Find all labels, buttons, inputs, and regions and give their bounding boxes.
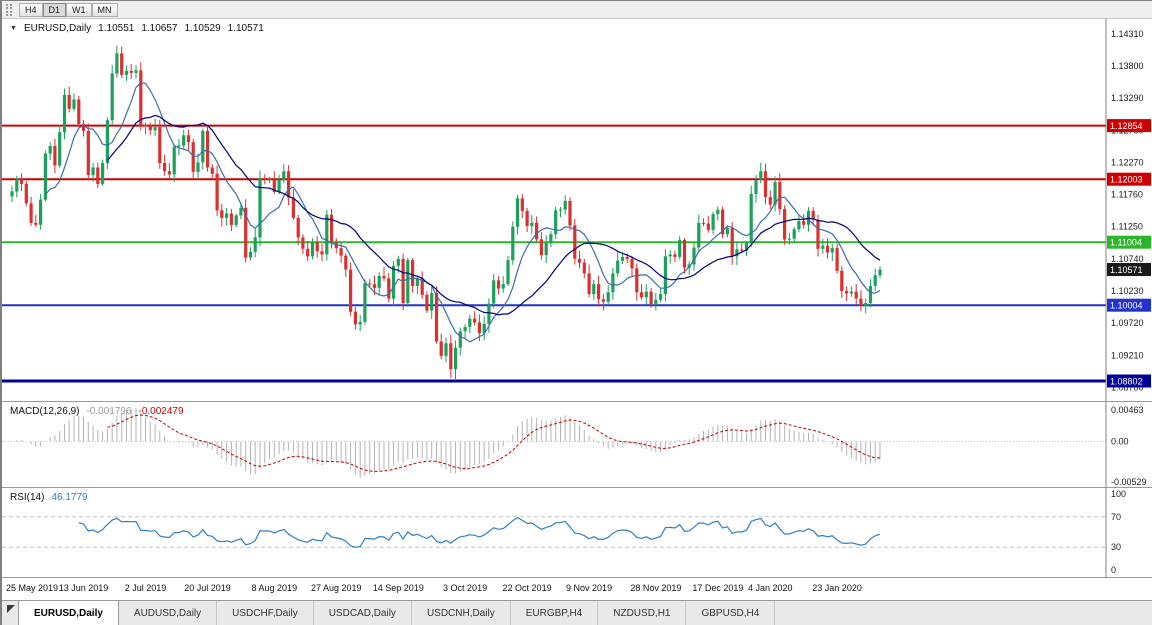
rsi-chart[interactable]: 100 70 30 0 [2,488,1152,577]
rsi-panel: 100 70 30 0 RSI(14) 46.1779 [2,487,1152,577]
price-axis-ticks[interactable]: 1.143101.138001.132901.127801.122701.117… [1111,29,1144,393]
date-label: 17 Dec 2019 [692,583,744,593]
date-label: 28 Nov 2019 [630,583,682,593]
time-axis[interactable]: 25 May 2019 13 Jun 2019 2 Jul 2019 20 Jul 2… [2,577,1152,600]
svg-text:0.00463: 0.00463 [1111,405,1144,415]
svg-text:1.11250: 1.11250 [1111,222,1143,232]
date-label: 4 Jan 2020 [748,583,793,593]
macd-chart[interactable]: 0.00463 0.00 -0.00529 [2,402,1152,487]
timeframe-button-w1[interactable]: W1 [66,2,92,17]
svg-text:0: 0 [1111,565,1116,575]
svg-text:100: 100 [1111,489,1126,499]
chart-tab-gbpusd[interactable]: GBPUSD,H4 [686,601,776,625]
svg-text:1.09720: 1.09720 [1111,318,1144,328]
timeframe-toolbar: H4 D1 W1 MN [2,1,1152,19]
date-label: 23 Jan 2020 [812,583,862,593]
date-label: 20 Jul 2019 [184,583,231,593]
svg-text:1.12003: 1.12003 [1110,175,1143,185]
svg-text:1.10740: 1.10740 [1111,254,1144,264]
rsi-axis-ticks[interactable]: 100 70 30 0 [1111,489,1126,575]
date-label: 14 Sep 2019 [372,583,424,593]
date-label: 13 Jun 2019 [58,583,109,593]
svg-text:1.14310: 1.14310 [1111,29,1144,39]
rsi-line [78,516,881,548]
toolbar-grip-icon[interactable] [6,3,12,16]
chart-tabbar: EURUSD,Daily AUDUSD,Daily USDCHF,Daily USDC… [2,600,1152,625]
price-axis-tags: 1.12854 1.12003 1.11004 1.10004 1.08802 1.105… [1107,119,1151,388]
tab-list-icon[interactable] [7,605,15,613]
macd-signal-line [107,414,881,472]
svg-text:1.08802: 1.08802 [1110,377,1143,387]
svg-text:-0.00529: -0.00529 [1111,477,1147,487]
horizontal-level-lines[interactable] [2,124,1106,383]
chart-tab-usdcad[interactable]: USDCAD,Daily [314,601,412,625]
macd-histogram [16,408,881,478]
chart-tab-audusd[interactable]: AUDUSD,Daily [119,601,218,625]
timeframe-button-h4[interactable]: H4 [19,2,43,17]
macd-axis-ticks[interactable]: 0.00463 0.00 -0.00529 [1111,405,1147,487]
svg-text:1.11004: 1.11004 [1110,238,1142,248]
date-label: 25 May 2019 [5,583,59,593]
price-chart-panel: 1.143101.138001.132901.127801.122701.117… [2,19,1152,401]
svg-text:1.12270: 1.12270 [1111,157,1144,167]
svg-text:1.13800: 1.13800 [1111,61,1144,71]
timeframe-button-mn[interactable]: MN [91,2,118,17]
svg-text:0.00: 0.00 [1111,436,1129,446]
rsi-level-lines [2,516,1106,548]
date-label: 8 Aug 2019 [251,583,298,593]
ma-21-line [106,114,881,316]
ma-8-line [44,82,881,343]
timeframe-button-d1[interactable]: D1 [42,2,67,17]
svg-text:1.10230: 1.10230 [1111,286,1144,296]
date-label: 22 Oct 2019 [502,583,552,593]
chart-tabs: EURUSD,Daily AUDUSD,Daily USDCHF,Daily USDC… [18,601,776,625]
date-label: 2 Jul 2019 [124,583,167,593]
svg-text:1.09210: 1.09210 [1111,350,1144,360]
price-chart[interactable]: 1.143101.138001.132901.127801.122701.117… [2,19,1152,401]
chart-tab-eurgbp[interactable]: EURGBP,H4 [511,601,599,625]
svg-text:1.10571: 1.10571 [1110,265,1143,275]
svg-text:1.13290: 1.13290 [1111,93,1144,103]
moving-average-lines [44,82,881,343]
chart-tab-eurusd[interactable]: EURUSD,Daily [18,601,119,625]
timeframe-buttons: H4 D1 W1 MN [19,2,118,17]
chart-tab-nzdusd[interactable]: NZDUSD,H1 [598,601,687,625]
svg-text:1.11760: 1.11760 [1111,190,1143,200]
svg-text:70: 70 [1111,512,1121,522]
svg-text:1.10004: 1.10004 [1110,301,1143,311]
candles[interactable] [10,45,882,381]
svg-text:30: 30 [1111,542,1121,552]
date-label: 27 Aug 2019 [311,583,362,593]
chart-tab-usdcnh[interactable]: USDCNH,Daily [412,601,511,625]
macd-panel: 0.00463 0.00 -0.00529 MACD(12,26,9) -0.001… [2,401,1152,487]
chart-tab-usdchf[interactable]: USDCHF,Daily [217,601,314,625]
date-label: 3 Oct 2019 [443,583,488,593]
date-label: 9 Nov 2019 [566,583,613,593]
svg-text:1.12854: 1.12854 [1110,121,1143,131]
